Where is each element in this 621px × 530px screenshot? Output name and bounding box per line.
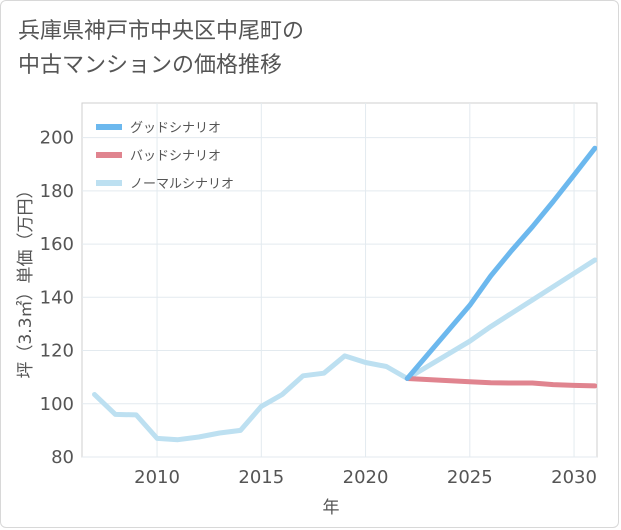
- y-tick-label: 180: [40, 181, 74, 202]
- axes: 80 100 120 140 160 180 200 2010 2015 2020 2025 2030: [40, 128, 597, 488]
- series-lines: [92, 145, 597, 443]
- x-tick-label: 2015: [238, 467, 284, 488]
- chart-title: 兵庫県神戸市中央区中尾町の 中古マンションの価格推移: [18, 15, 304, 83]
- y-tick-label: 120: [40, 341, 74, 362]
- x-tick-label: 2025: [447, 467, 493, 488]
- grid: [82, 103, 597, 458]
- y-tick-label: 140: [40, 287, 74, 308]
- plot-area: [81, 102, 598, 458]
- series-line-good: [404, 145, 597, 381]
- y-tick-label: 200: [40, 128, 74, 149]
- series-line-normal: [92, 257, 597, 443]
- legend-label-normal: ノーマルシナリオ: [130, 177, 234, 192]
- y-tick-label: 80: [51, 447, 74, 468]
- chart-title-line-1: 兵庫県神戸市中央区中尾町の: [18, 19, 305, 44]
- x-tick-label: 2020: [343, 467, 389, 488]
- x-tick-label: 2030: [551, 467, 597, 488]
- legend-label-bad: バッドシナリオ: [130, 149, 221, 164]
- series-line-bad: [404, 376, 597, 389]
- x-tick-label: 2010: [134, 467, 180, 488]
- x-axis-title: 年: [323, 498, 340, 518]
- legend-label-good: グッドシナリオ: [130, 121, 221, 136]
- y-tick-label: 160: [40, 234, 74, 255]
- chart-title-line-2: 中古マンションの価格推移: [18, 53, 283, 78]
- y-tick-label: 100: [40, 394, 74, 415]
- y-axis-title: 坪（3.3㎡）単価（万円）: [16, 181, 36, 378]
